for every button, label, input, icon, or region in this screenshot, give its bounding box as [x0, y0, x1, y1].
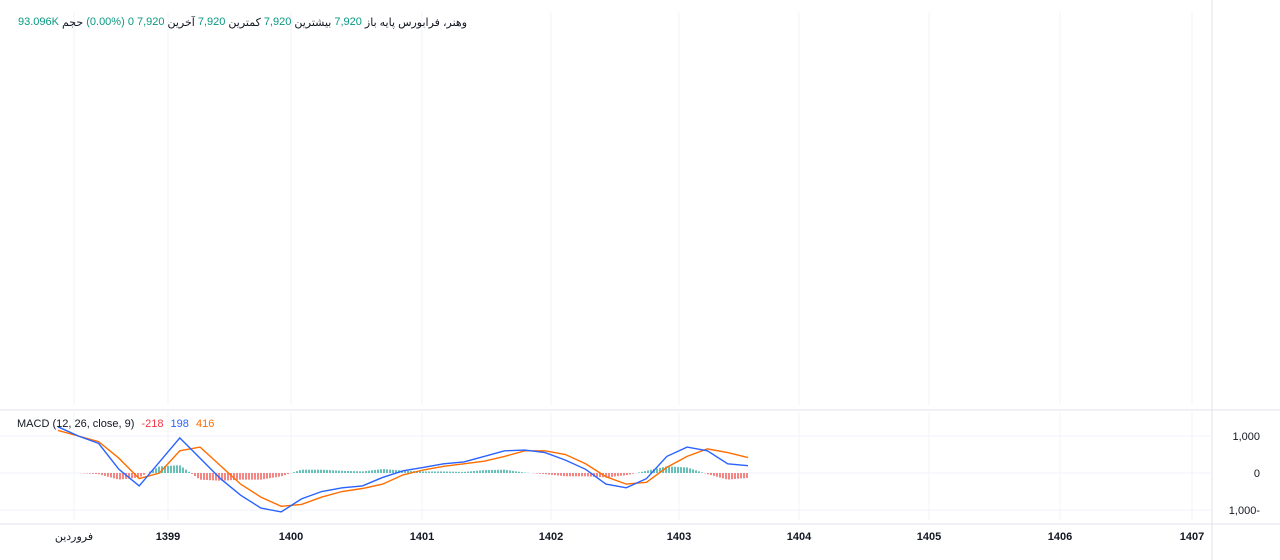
change-value: 0 (0.00%) [86, 16, 134, 28]
macd-histogram [77, 465, 748, 481]
low-label: کمترین [228, 17, 261, 29]
open-label: باز [364, 17, 377, 29]
time-tick-label: 1406 [1048, 531, 1072, 543]
macd-line [57, 426, 749, 513]
time-tick-label: 1407 [1180, 531, 1204, 543]
time-tick-label: 1399 [156, 531, 180, 543]
time-tick-label: 1403 [667, 531, 691, 543]
volume-value: 93.096K [18, 16, 59, 28]
macd-legend: MACD (12, 26, close, 9) -218 198 416 [17, 418, 218, 430]
time-tick-label: 1404 [787, 531, 812, 543]
time-tick-label: 1401 [410, 531, 434, 543]
macd-tick-label: 0 [1254, 468, 1260, 480]
time-tick-label: فروردین [55, 531, 93, 543]
open-value: 7,920 [334, 16, 362, 28]
low-value: 7,920 [197, 16, 226, 28]
high-label: بیشترین [294, 17, 332, 29]
time-tick-label: 1400 [279, 531, 303, 543]
high-value: 7,920 [263, 16, 292, 28]
time-tick-label: 1405 [917, 531, 941, 543]
macd-tick-label: 1,000- [1229, 505, 1261, 517]
macd-signal-value: 416 [195, 418, 215, 430]
symbol-name: وهنر، فرابورس پایه [379, 17, 468, 29]
close-label: آخرین [167, 17, 195, 29]
macd-line-value: 198 [170, 418, 189, 430]
ohlc-legend: وهنر، فرابورس پایه باز 7,920 بیشترین 7,9… [18, 16, 467, 29]
macd-indicator-label: MACD (12, 26, close, 9) [17, 418, 135, 430]
macd-signal-line [57, 429, 749, 508]
macd-tick-label: 1,000 [1232, 431, 1260, 443]
close-value: 7,920 [136, 16, 165, 28]
macd-hist-value: -218 [141, 418, 164, 430]
volume-label: حجم [61, 17, 84, 29]
time-tick-label: 1402 [539, 531, 563, 543]
